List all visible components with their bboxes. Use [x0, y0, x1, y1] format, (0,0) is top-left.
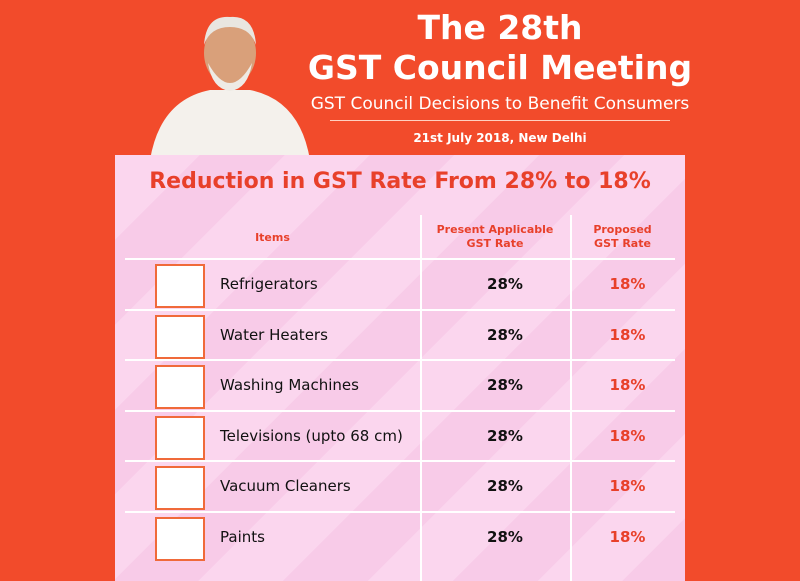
column-header-line: Present Applicable — [436, 223, 554, 236]
proposed-rate: 18% — [609, 275, 646, 293]
item-name: Refrigerators — [220, 275, 318, 293]
proposed-rate: 18% — [609, 527, 646, 546]
proposed-rate: 18% — [609, 426, 646, 445]
present-rate: 28% — [487, 426, 523, 445]
item-icon — [155, 466, 205, 510]
proposed-rate: 18% — [609, 325, 646, 344]
item-name: Vacuum Cleaners — [220, 477, 351, 495]
column-header: Items — [125, 231, 420, 245]
present-rate: 28% — [487, 376, 523, 394]
column-divider — [420, 215, 422, 581]
title-line: The 28th — [417, 8, 583, 47]
table-row: Washing Machines 28% 18% — [125, 359, 675, 409]
item-icon — [155, 264, 205, 308]
title-line: GST Council Meeting — [307, 48, 693, 87]
table-row: Paints 28% 18% — [125, 510, 675, 561]
item-name: Televisions (upto 68 cm) — [220, 426, 403, 445]
item-icon — [155, 415, 205, 460]
item-name: Water Heaters — [220, 325, 328, 344]
column-header: Present Applicable GST Rate — [420, 223, 570, 251]
table-row: Televisions (upto 68 cm) 28% 18% — [125, 409, 675, 460]
proposed-rate: 18% — [609, 376, 646, 394]
subtitle: GST Council Decisions to Benefit Consume… — [310, 94, 690, 114]
proposed-rate: 18% — [609, 477, 646, 495]
table-row: Water Heaters 28% 18% — [125, 308, 675, 359]
divider — [330, 120, 670, 121]
column-header-line: GST Rate — [466, 237, 524, 250]
item-name: Washing Machines — [220, 376, 359, 394]
item-icon — [155, 516, 205, 561]
column-header-line: GST Rate — [594, 237, 651, 250]
item-icon — [155, 314, 205, 359]
column-header: Proposed GST Rate — [570, 223, 675, 251]
item-icon — [155, 365, 205, 409]
column-header-line: Proposed — [593, 223, 652, 236]
table-row: Refrigerators 28% 18% — [125, 258, 675, 308]
panel-title: Reduction in GST Rate From 28% to 18% — [149, 169, 651, 194]
table-row: Vacuum Cleaners 28% 18% — [125, 460, 675, 510]
column-header-line: Items — [255, 231, 290, 244]
title: The 28th GST Council Meeting — [290, 8, 710, 88]
present-rate: 28% — [487, 527, 523, 546]
panel: Reduction in GST Rate From 28% to 18% It… — [115, 155, 685, 581]
portrait — [150, 16, 310, 160]
item-name: Paints — [220, 527, 265, 546]
date: 21st July 2018, New Delhi — [413, 131, 587, 145]
present-rate: 28% — [487, 477, 523, 495]
present-rate: 28% — [487, 275, 523, 293]
column-divider — [570, 215, 572, 581]
present-rate: 28% — [487, 325, 523, 344]
